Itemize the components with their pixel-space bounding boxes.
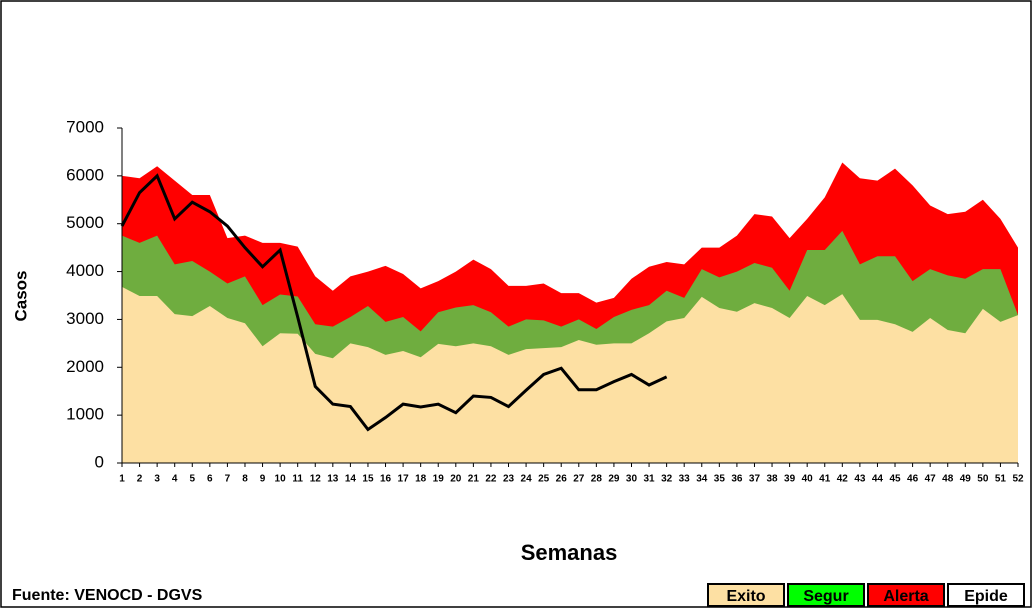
legend-label: Exito	[726, 588, 765, 605]
x-tick-label: 32	[661, 474, 673, 485]
x-tick-label: 15	[362, 474, 374, 485]
x-tick-label: 27	[573, 474, 585, 485]
x-tick-label: 17	[398, 474, 410, 485]
y-tick-label: 5000	[66, 213, 104, 232]
y-tick-label: 6000	[66, 165, 104, 184]
x-tick-label: 52	[1012, 474, 1024, 485]
legend-swatch	[787, 583, 865, 607]
x-tick-label: 12	[310, 474, 322, 485]
area	[122, 286, 1018, 463]
legend-label: Alerta	[883, 588, 928, 605]
x-tick-label: 14	[345, 474, 357, 485]
x-tick-label: 46	[907, 474, 919, 485]
x-tick-label: 30	[626, 474, 638, 485]
x-tick-label: 4	[172, 474, 178, 485]
y-axis-label: Casos	[11, 270, 30, 321]
source: Fuente: VENOCD - DGVS	[12, 587, 203, 604]
x-tick-label: 40	[802, 474, 814, 485]
x-tick-label: 48	[942, 474, 954, 485]
legend-swatch	[867, 583, 945, 607]
y-tick-label: 3000	[66, 309, 104, 328]
x-tick-label: 28	[591, 474, 603, 485]
y-tick-label: 4000	[66, 261, 104, 280]
x-tick-label: 41	[819, 474, 831, 485]
x-tick-label: 16	[380, 474, 392, 485]
x-tick-label: 1	[119, 474, 125, 485]
x-tick-label: 34	[696, 474, 708, 485]
x-tick-label: 10	[275, 474, 287, 485]
x-tick-label: 23	[503, 474, 515, 485]
legend-label: Segur	[803, 588, 848, 605]
line	[120, 173, 668, 432]
x-tick-label: 8	[242, 474, 248, 485]
x-tick-label: 31	[643, 474, 655, 485]
x-tick-label: 29	[608, 474, 620, 485]
x-tick-label: 49	[960, 474, 972, 485]
x-tick-label: 45	[889, 474, 901, 485]
legend-label: Epide	[964, 588, 1008, 605]
x-tick-label: 37	[749, 474, 761, 485]
x-tick-label: 44	[872, 474, 884, 485]
y-tick-label: 0	[95, 452, 104, 471]
x-tick-label: 43	[854, 474, 866, 485]
x-tick-label: 38	[766, 474, 778, 485]
x-tick-label: 36	[731, 474, 743, 485]
x-tick-label: 18	[415, 474, 427, 485]
x-tick-label: 13	[327, 474, 339, 485]
x-tick-label: 9	[260, 474, 266, 485]
x-tick-label: 35	[714, 474, 726, 485]
legend-swatch	[947, 583, 1025, 607]
x-tick-label: 50	[977, 474, 989, 485]
x-tick-label: 21	[468, 474, 480, 485]
x-tick-label: 24	[521, 474, 533, 485]
legend-swatch	[707, 583, 785, 607]
x-tick-label: 3	[154, 474, 160, 485]
y-tick-label: 2000	[66, 357, 104, 376]
x-tick-label: 25	[538, 474, 550, 485]
x-tick-label: 47	[925, 474, 937, 485]
x-tick-label: 2	[137, 474, 143, 485]
x-tick-label: 20	[450, 474, 462, 485]
x-tick-label: 11	[292, 474, 303, 485]
x-tick-label: 6	[207, 474, 213, 485]
x-tick-label: 33	[679, 474, 691, 485]
x-tick-label: 7	[225, 474, 231, 485]
x-tick-label: 22	[485, 474, 497, 485]
x-tick-label: 5	[189, 474, 195, 485]
x-tick-label: 42	[837, 474, 849, 485]
y-tick-label: 7000	[66, 117, 104, 136]
x-tick-label: 39	[784, 474, 796, 485]
x-tick-label: 26	[556, 474, 568, 485]
x-axis-label: Semanas	[521, 540, 618, 565]
x-tick-label: 19	[433, 474, 445, 485]
x-tick-label: 51	[995, 474, 1007, 485]
y-tick-label: 1000	[66, 405, 104, 424]
